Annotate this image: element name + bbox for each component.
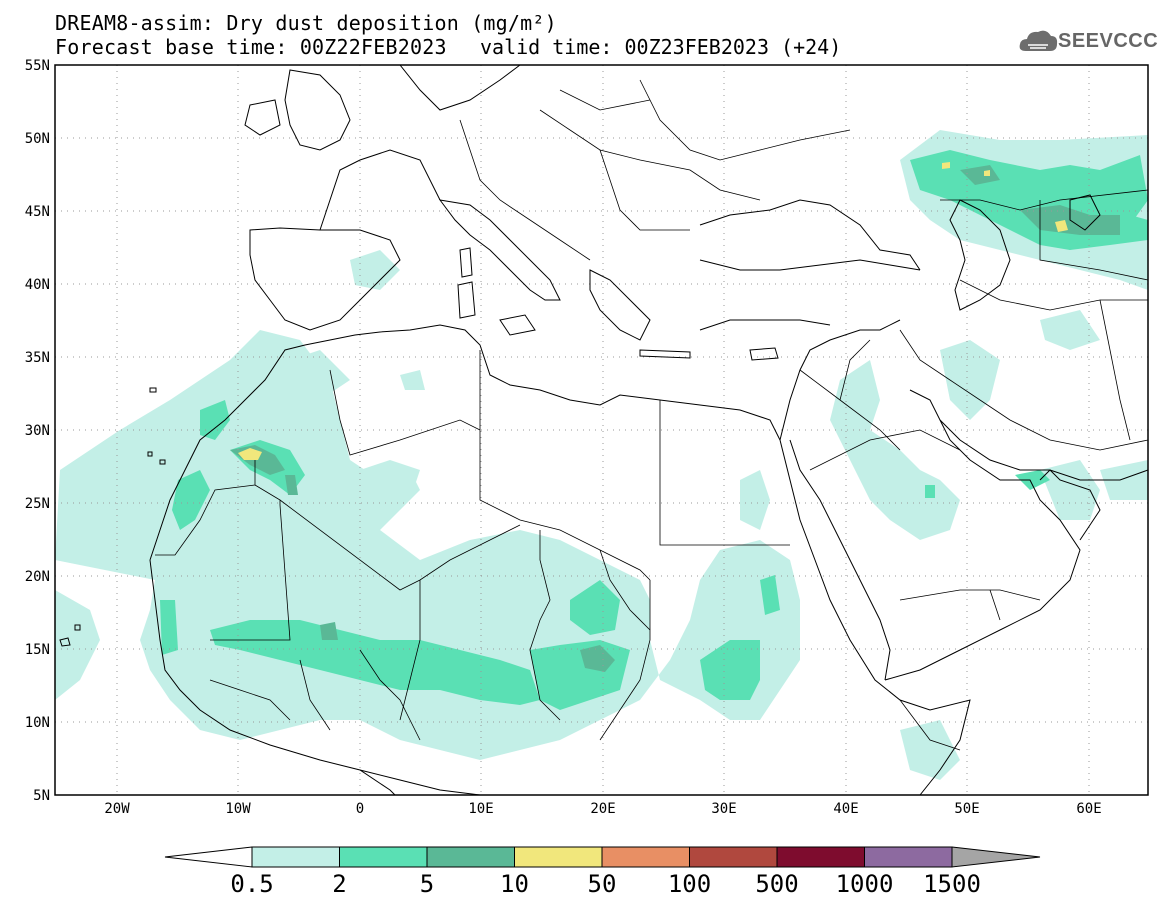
lat-label: 30N <box>25 423 50 439</box>
dust-level-4 <box>238 162 1068 460</box>
lon-label: 60E <box>1076 801 1101 817</box>
lat-label: 10N <box>25 715 50 731</box>
country-borders <box>155 79 1148 751</box>
lon-label: 20W <box>104 801 130 817</box>
lon-label: 0 <box>356 801 364 817</box>
lon-label: 30E <box>711 801 736 817</box>
lat-labels: 55N 50N 45N 40N 35N 30N 25N 20N 15N 10N … <box>25 58 50 804</box>
map-grid <box>55 65 1148 795</box>
lat-label: 40N <box>25 277 50 293</box>
map-title: DREAM8-assim: Dry dust deposition (mg/m²… <box>55 11 557 35</box>
map-frame <box>54 64 1149 796</box>
lat-label: 25N <box>25 496 50 512</box>
coastlines <box>59 65 1148 795</box>
lon-label: 40E <box>833 801 858 817</box>
lon-labels: 20W 10W 0 10E 20E 30E 40E 50E 60E <box>104 801 1101 817</box>
lon-label: 10E <box>468 801 493 817</box>
lat-label: 20N <box>25 569 50 585</box>
lat-label: 50N <box>25 131 50 147</box>
cloud-icon <box>1019 30 1058 51</box>
lon-label: 20E <box>590 801 615 817</box>
lat-label: 55N <box>25 58 50 74</box>
lat-label: 5N <box>33 788 50 804</box>
logo-text: SEEVCCC <box>1058 30 1159 52</box>
lat-label: 35N <box>25 350 50 366</box>
forecast-base-time: Forecast base time: 00Z22FEB2023 <box>55 35 447 59</box>
lon-label: 50E <box>954 801 979 817</box>
lon-label: 10W <box>225 801 251 817</box>
lat-label: 45N <box>25 204 50 220</box>
lat-label: 15N <box>25 642 50 658</box>
valid-time: valid time: 00Z23FEB2023 (+24) <box>480 35 842 59</box>
